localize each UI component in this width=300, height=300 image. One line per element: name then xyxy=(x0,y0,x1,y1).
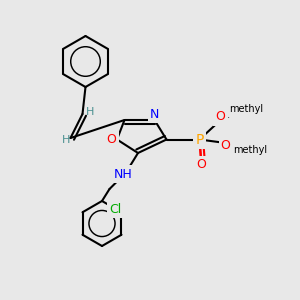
Text: methyl: methyl xyxy=(229,104,263,115)
Text: O: O xyxy=(216,110,225,124)
Text: methyl: methyl xyxy=(233,145,267,155)
Text: Cl: Cl xyxy=(109,203,121,216)
Text: O: O xyxy=(107,133,116,146)
Text: O: O xyxy=(221,139,230,152)
Text: H: H xyxy=(62,135,70,146)
Text: H: H xyxy=(86,107,94,118)
Text: NH: NH xyxy=(114,167,132,181)
Text: N: N xyxy=(150,108,159,121)
Text: O: O xyxy=(196,158,206,172)
Text: P: P xyxy=(195,133,204,146)
